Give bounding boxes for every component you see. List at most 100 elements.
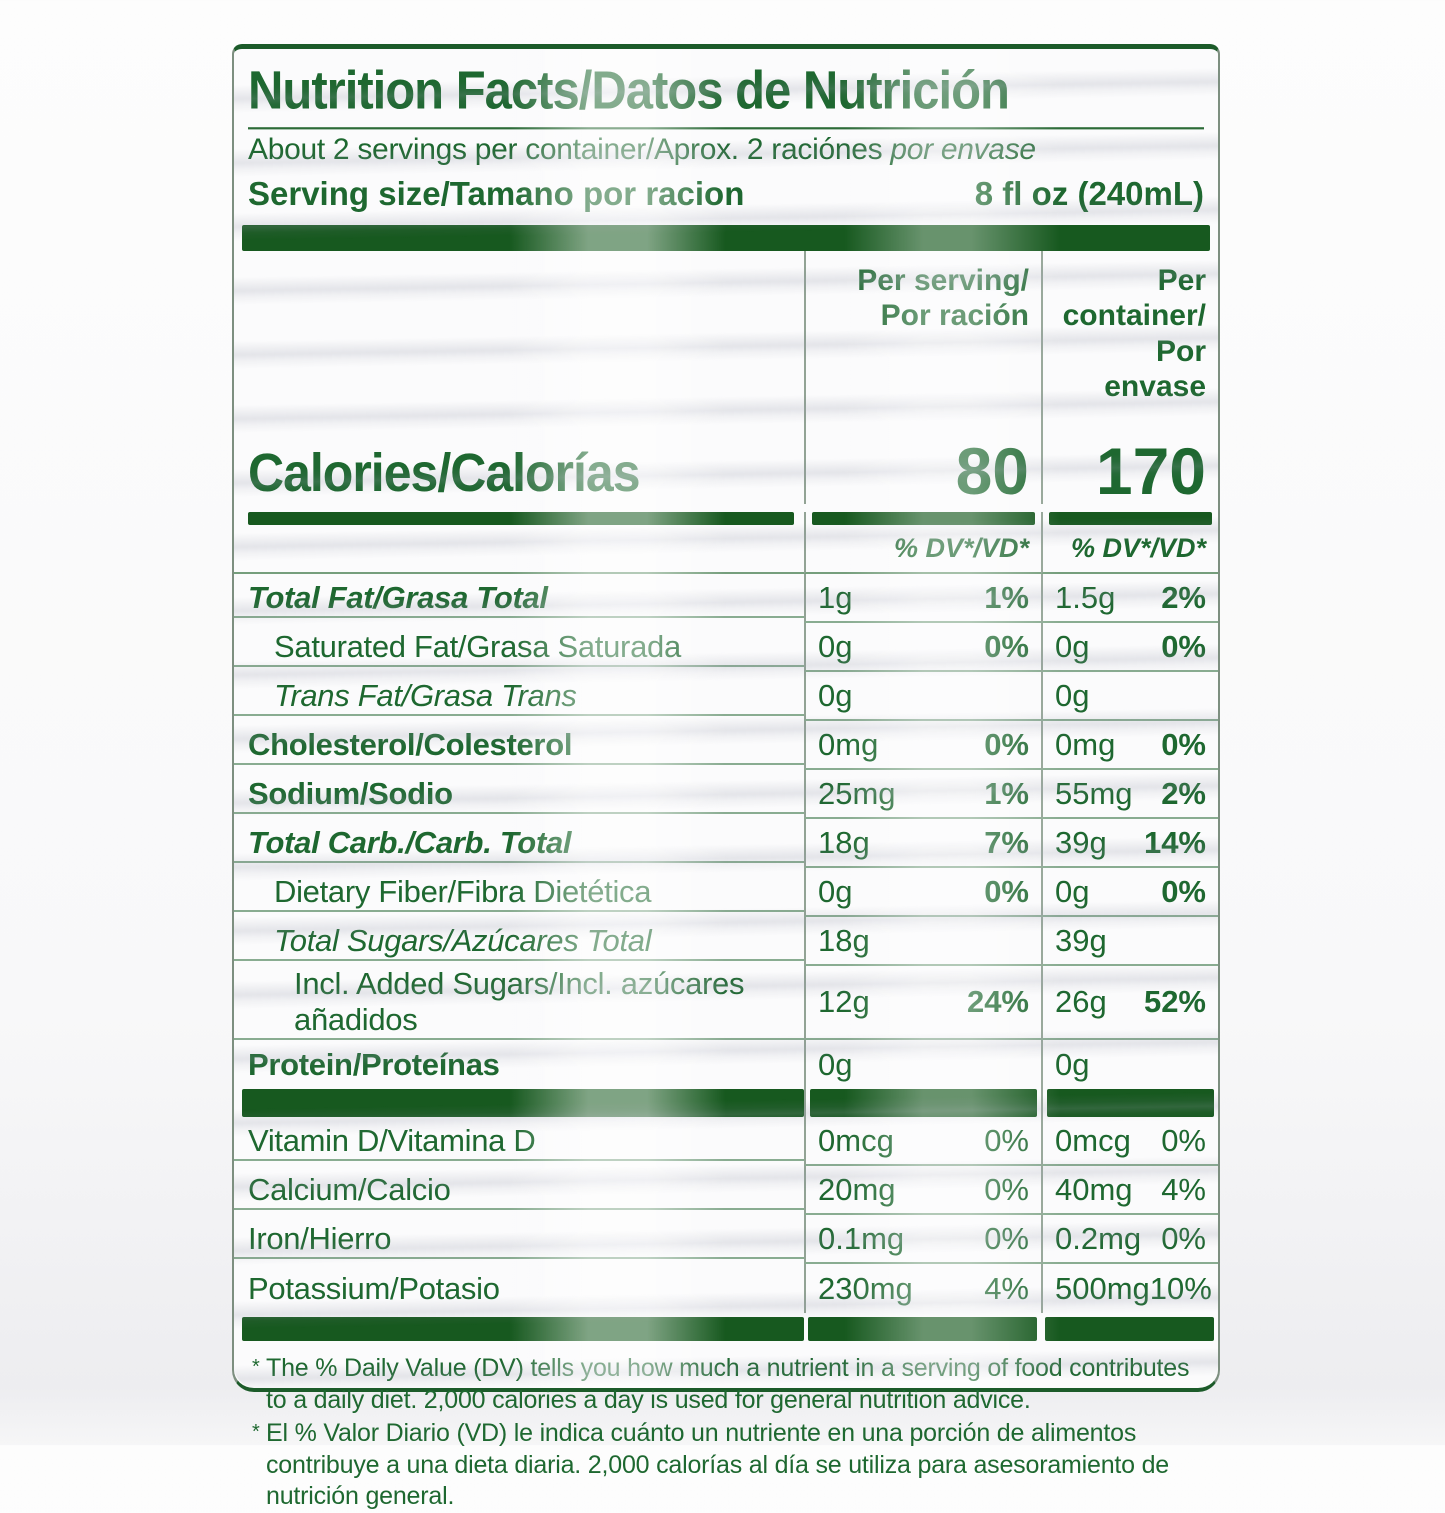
nutrient-label: Calcium/Calcio — [234, 1172, 804, 1210]
amount-per-serving: 0g — [818, 677, 853, 713]
nutrient-label: Total Fat/Grasa Total — [234, 580, 804, 618]
amount-per-serving: 25mg — [818, 775, 896, 811]
nutrient-row-total-carb: Total Carb./Carb. Total 18g 7% 39g 14% — [234, 819, 1218, 869]
footnote-english: * The % Daily Value (DV) tells you how m… — [252, 1353, 1202, 1416]
dv-per-container: 2% — [1161, 579, 1206, 615]
dv-per-container: 0% — [1161, 726, 1206, 762]
nutrient-row-calcium: Calcium/Calcio 20mg 0% 40mg 4% — [234, 1166, 1218, 1216]
dv-per-container: 0% — [1161, 1220, 1206, 1256]
nutrient-label: Total Sugars/Azúcares Total — [234, 923, 804, 961]
nutrient-row-vitamin-d: Vitamin D/Vitamina D 0mcg 0% 0mcg 0% — [234, 1117, 1218, 1167]
daily-value-header-spacer — [234, 525, 804, 575]
nutrient-row-protein: Protein/Proteínas 0g 0g — [234, 1040, 1218, 1090]
per-serving-header-es: Por ración — [880, 299, 1029, 333]
column-header-spacer — [234, 251, 804, 409]
nutrient-label: Incl. Added Sugars/Incl. azúcares añadid… — [234, 966, 804, 1041]
amount-per-serving: 230mg — [818, 1270, 913, 1306]
calories-underline-left — [248, 512, 794, 526]
dv-per-serving: 0% — [984, 726, 1029, 762]
nutrient-label: Total Carb./Carb. Total — [234, 825, 804, 863]
calories-underline-bars — [234, 512, 1218, 526]
per-container-header-en: Per container/ — [1062, 263, 1206, 333]
nutrient-label: Sodium/Sodio — [234, 776, 804, 814]
amount-per-container: 1.5g — [1055, 579, 1116, 615]
footnote-spanish: * El % Valor Diario (VD) le indica cuánt… — [252, 1418, 1202, 1513]
calories-per-container-value: 170 — [1041, 408, 1218, 505]
serving-size-label: Serving size/Tamano por racion — [248, 174, 745, 212]
amount-per-serving: 18g — [818, 922, 870, 958]
dv-per-serving: 1% — [984, 775, 1029, 811]
nutrient-label: Cholesterol/Colesterol — [234, 727, 804, 765]
nutrient-label: Vitamin D/Vitamina D — [234, 1123, 804, 1161]
nutrient-row-trans-fat: Trans Fat/Grasa Trans 0g 0g — [234, 672, 1218, 722]
dv-per-serving: 0% — [984, 1220, 1029, 1256]
per-serving-column-header: Per serving/ Por ración — [804, 250, 1041, 409]
calories-underline-per-serving — [812, 512, 1035, 526]
dv-per-container: 52% — [1143, 984, 1206, 1020]
amount-per-container: 0g — [1055, 1046, 1090, 1082]
amount-per-container: 0g — [1055, 677, 1090, 713]
nutrient-row-saturated-fat: Saturated Fat/Grasa Saturada 0g 0% 0g 0% — [234, 623, 1218, 673]
dv-per-serving: 0% — [984, 628, 1029, 664]
footnote-english-text: The % Daily Value (DV) tells you how muc… — [266, 1354, 1190, 1414]
dv-per-container: 4% — [1161, 1171, 1206, 1207]
serving-size-value: 8 fl oz (240mL) — [974, 174, 1204, 212]
amount-per-serving: 0g — [818, 873, 853, 909]
column-headers-row: Per serving/ Por ración Per container/ P… — [234, 250, 1218, 409]
amount-per-serving: 20mg — [818, 1171, 896, 1207]
calories-per-serving-value: 80 — [804, 408, 1041, 505]
amount-per-serving: 18g — [818, 824, 870, 860]
nutrient-row-sodium: Sodium/Sodio 25mg 1% 55mg 2% — [234, 770, 1218, 820]
nutrient-row-potassium: Potassium/Potasio 230mg 4% 500mg 10% — [234, 1264, 1218, 1314]
nutrient-row-cholesterol: Cholesterol/Colesterol 0mg 0% 0mg 0% — [234, 721, 1218, 771]
dv-per-serving: 0% — [984, 1122, 1029, 1158]
amount-per-serving: 0g — [818, 1046, 853, 1082]
amount-per-container: 0g — [1055, 628, 1090, 664]
daily-value-header-per-container: % DV*/VD* — [1041, 525, 1218, 575]
amount-per-container: 39g — [1055, 922, 1107, 958]
dv-per-container: 10% — [1149, 1270, 1212, 1306]
footnote-divider-right — [1045, 1317, 1214, 1342]
section-divider-bar-top — [242, 224, 1210, 251]
amount-per-container: 55mg — [1055, 775, 1133, 811]
dv-per-container: 14% — [1143, 824, 1206, 860]
footnote-asterisk: * — [252, 1356, 260, 1379]
amount-per-serving: 12g — [818, 984, 870, 1020]
amount-per-container: 0g — [1055, 873, 1090, 909]
footnote-spanish-text: El % Valor Diario (VD) le indica cuánto … — [266, 1419, 1170, 1511]
dv-per-serving: 1% — [984, 579, 1029, 615]
nutrient-label: Dietary Fiber/Fibra Dietética — [234, 874, 804, 912]
amount-per-container: 39g — [1055, 824, 1107, 860]
dv-per-serving: 24% — [966, 984, 1029, 1020]
label-title: Nutrition Facts/Datos de Nutrición — [248, 59, 1204, 130]
nutrient-label: Iron/Hierro — [234, 1221, 804, 1259]
amount-per-serving: 1g — [818, 579, 853, 615]
footnote-divider-bars — [234, 1313, 1218, 1342]
calories-row: Calories/Calorías 80 170 — [234, 408, 1218, 505]
calories-underline-per-container — [1049, 512, 1212, 526]
nutrient-row-added-sugars: Incl. Added Sugars/Incl. azúcares añadid… — [234, 966, 1218, 1041]
amount-per-serving: 0mcg — [818, 1122, 894, 1158]
serving-size-row: Serving size/Tamano por racion 8 fl oz (… — [248, 171, 1204, 225]
dv-per-serving: 7% — [984, 824, 1029, 860]
nutrient-label: Saturated Fat/Grasa Saturada — [234, 629, 804, 667]
amount-per-container: 0mg — [1055, 726, 1116, 762]
servings-text-es: por envase — [890, 132, 1036, 166]
nutrient-label: Trans Fat/Grasa Trans — [234, 678, 804, 716]
dv-per-serving: 4% — [984, 1270, 1029, 1306]
divider-bar-per-container — [1047, 1089, 1214, 1118]
amount-per-container: 26g — [1055, 984, 1107, 1020]
dv-per-serving: 0% — [984, 873, 1029, 909]
servings-text-en: About 2 servings per container/Aprox. 2 … — [248, 132, 883, 166]
per-serving-header-en: Per serving/ — [857, 263, 1029, 297]
footnote-divider-left — [242, 1317, 804, 1342]
nutrition-facts-label: Nutrition Facts/Datos de Nutrición About… — [232, 44, 1220, 1510]
amount-per-serving: 0mg — [818, 726, 879, 762]
amount-per-serving: 0.1mg — [818, 1220, 905, 1256]
divider-bar-per-serving — [810, 1089, 1037, 1118]
daily-value-header-per-serving: % DV*/VD* — [804, 525, 1041, 575]
dv-per-container: 0% — [1161, 628, 1206, 664]
per-container-column-header: Per container/ Por envase — [1041, 250, 1218, 409]
footnote-section: * The % Daily Value (DV) tells you how m… — [234, 1341, 1218, 1513]
per-container-header-es: Por envase — [1104, 334, 1206, 403]
